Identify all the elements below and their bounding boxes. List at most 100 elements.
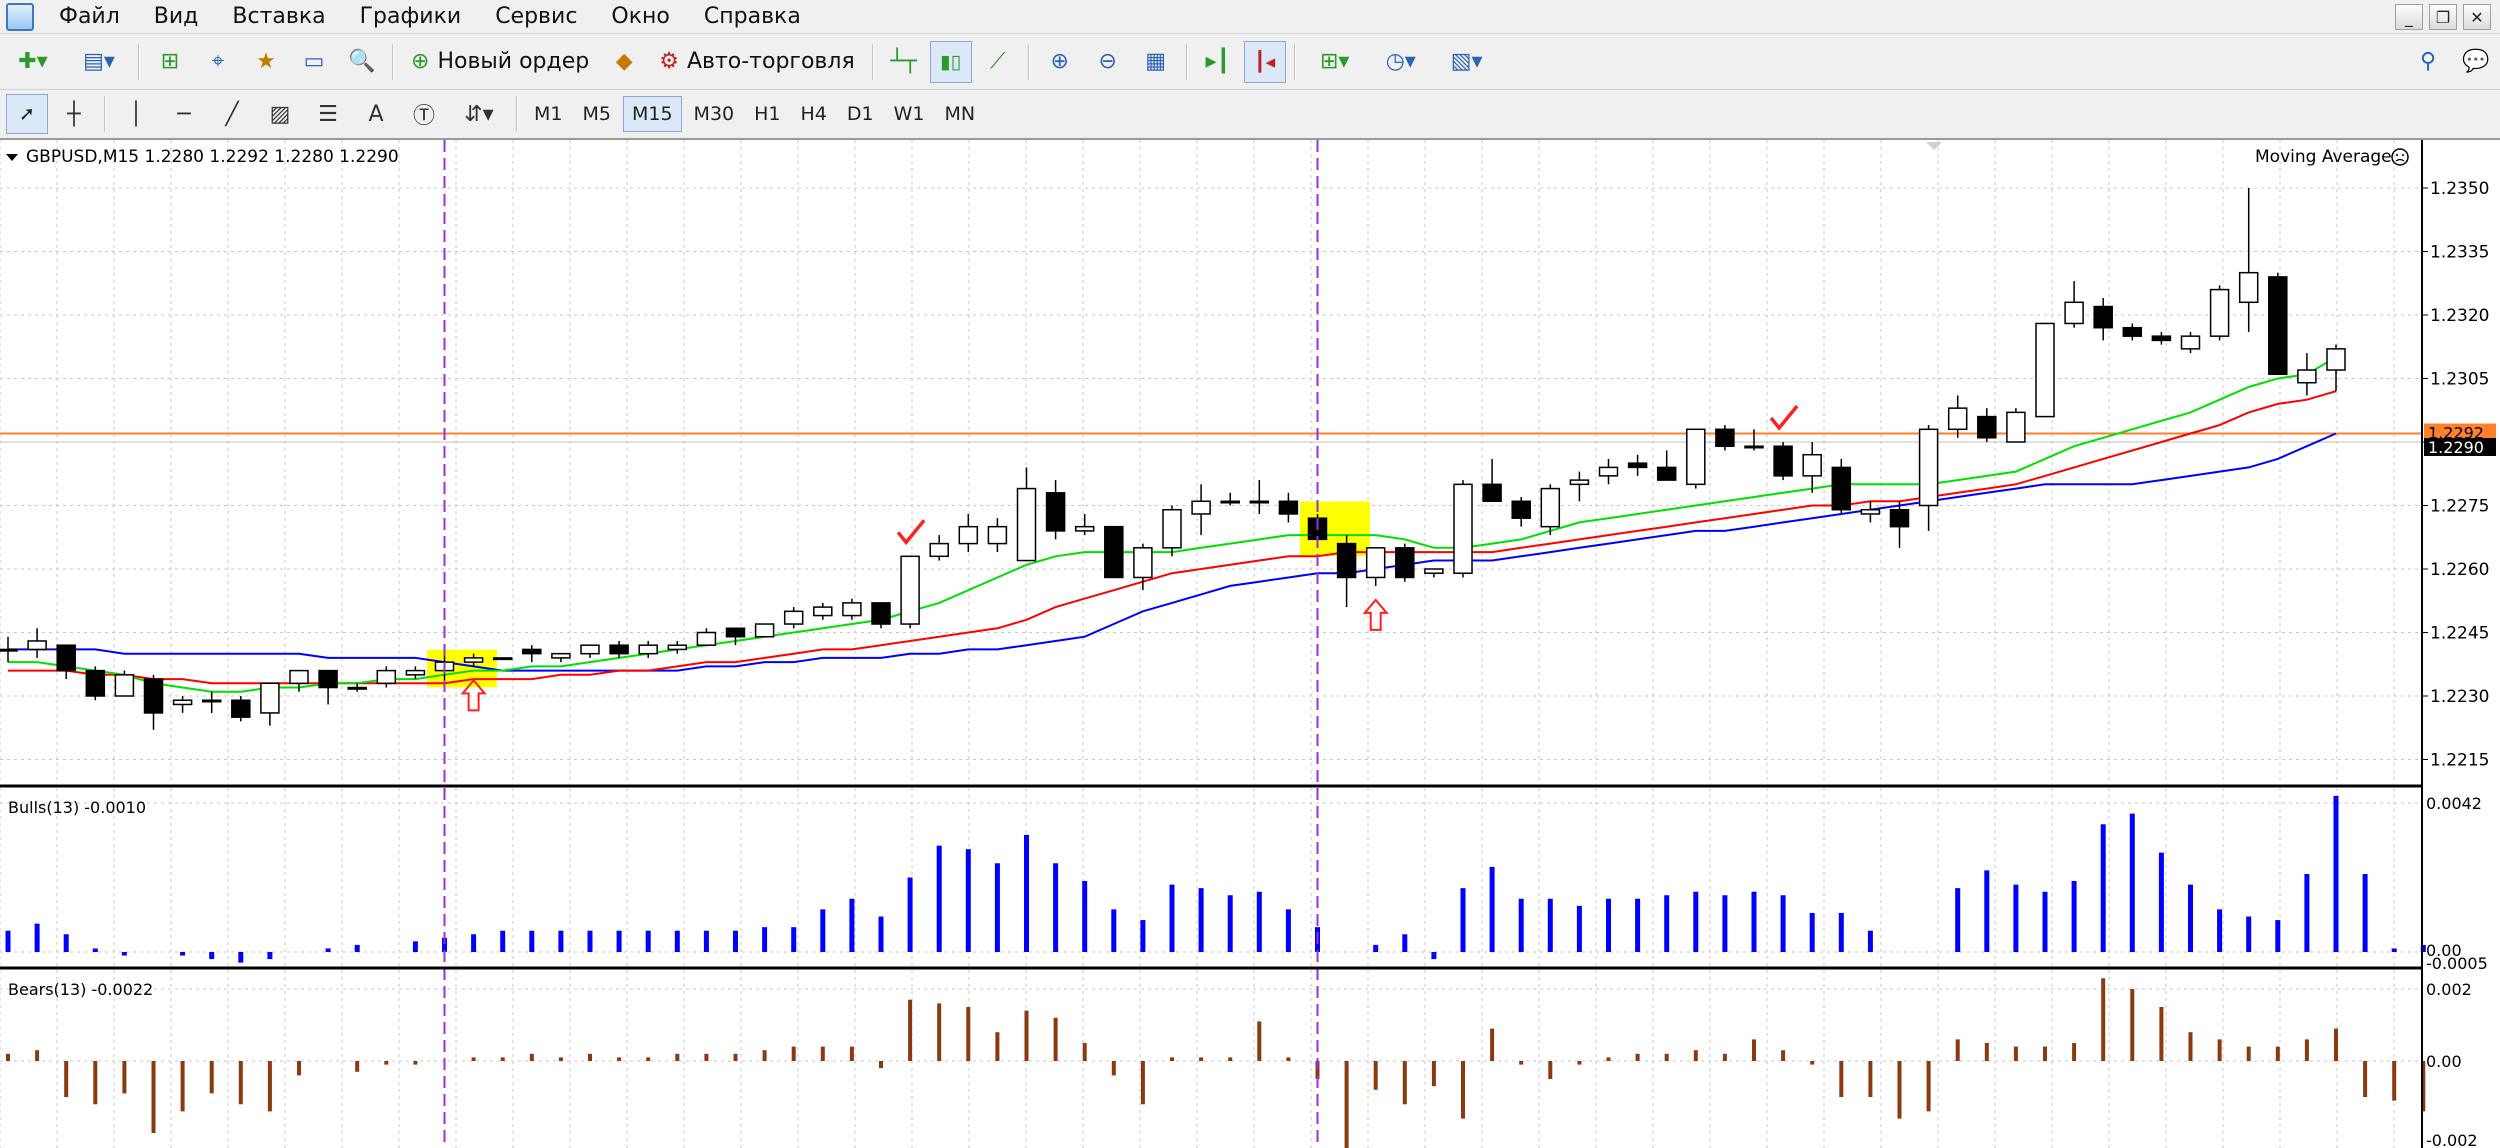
- vertical-marker-lines[interactable]: [443, 140, 1319, 1148]
- new-order-button[interactable]: ⊕ Новый ордер: [403, 41, 597, 83]
- menu-item-charts[interactable]: Графики: [359, 4, 462, 29]
- candle: [318, 669, 338, 705]
- candle: [405, 666, 426, 680]
- timeframe-h4[interactable]: H4: [800, 103, 827, 125]
- search-button[interactable]: ⚲: [2407, 41, 2449, 83]
- timeframe-m30[interactable]: M30: [693, 103, 735, 125]
- chart-shift-marker-icon[interactable]: [1926, 142, 1942, 150]
- indicators-button[interactable]: ⊞▾: [1305, 41, 1365, 83]
- line-chart-button[interactable]: ⟋: [977, 41, 1019, 83]
- market-watch-button[interactable]: ⊞: [149, 41, 191, 83]
- menu-item-tools[interactable]: Сервис: [495, 4, 578, 29]
- timeframe-h1[interactable]: H1: [754, 103, 781, 125]
- navigator-button[interactable]: ★: [245, 41, 287, 83]
- equidistant-channel-button[interactable]: ▨: [259, 93, 301, 135]
- tile-windows-button[interactable]: ▦: [1135, 41, 1177, 83]
- candlestick-chart-button[interactable]: ▮▯: [929, 40, 972, 83]
- timeframe-d1[interactable]: D1: [846, 103, 874, 125]
- candle: [231, 696, 251, 722]
- timeframe-m1[interactable]: M1: [534, 103, 563, 125]
- bullish-candle-body: [2035, 322, 2055, 418]
- timeframe-mn[interactable]: MN: [944, 103, 976, 125]
- timeframe-m5[interactable]: M5: [582, 103, 611, 125]
- auto-trading-button[interactable]: ⚙ Авто-торговля: [651, 41, 862, 83]
- menu-item-file[interactable]: Файл: [59, 4, 120, 29]
- bearish-candle-body: [609, 644, 629, 655]
- bullish-candle-body: [1074, 525, 1095, 532]
- current-price-label: 1.2290: [2428, 438, 2484, 457]
- bullish-candle-body: [260, 682, 280, 714]
- bullish-candle-body: [492, 657, 513, 661]
- price-tick-label: 1.2320: [2430, 306, 2489, 326]
- window-controls: _ ❐ ✕: [2395, 4, 2491, 30]
- restore-button[interactable]: ❐: [2429, 4, 2457, 30]
- menu-item-window[interactable]: Окно: [611, 4, 670, 29]
- candle: [1104, 525, 1124, 579]
- app-icon[interactable]: [6, 2, 34, 31]
- bullish-candle-body: [1918, 428, 1939, 507]
- candle: [522, 645, 542, 663]
- candle: [1424, 568, 1444, 578]
- bid-price-label: 1.2292: [2428, 424, 2484, 443]
- minimize-button[interactable]: _: [2395, 4, 2423, 30]
- profiles-button[interactable]: ▤▾: [69, 41, 129, 83]
- bullish-candle-body: [958, 525, 979, 545]
- trendline-button[interactable]: ╱: [211, 93, 253, 135]
- fibonacci-button[interactable]: ☰: [307, 93, 349, 135]
- indicator-remove-icon[interactable]: [2391, 148, 2409, 166]
- menu-item-insert[interactable]: Вставка: [232, 4, 326, 29]
- candle: [260, 682, 280, 726]
- bearish-candle-body: [1104, 525, 1124, 579]
- bullish-candle-body: [2326, 348, 2346, 371]
- bulls-label: Bulls(13) -0.0010: [8, 798, 146, 817]
- bulls-tick-label: 0.00: [2426, 941, 2462, 960]
- candle: [1511, 497, 1531, 527]
- crosshair-tool-button[interactable]: ┼: [53, 93, 95, 135]
- text-label-icon: Ⓣ: [412, 104, 435, 129]
- bearish-candle-body: [1278, 500, 1299, 515]
- auto-scroll-button[interactable]: ▸┃: [1197, 41, 1239, 83]
- bears-tick-label: -0.002: [2426, 1131, 2478, 1148]
- terminal-button[interactable]: ▭: [293, 41, 335, 83]
- candle: [2035, 322, 2055, 418]
- bullish-candle-body: [289, 669, 309, 685]
- periods-button[interactable]: ◷▾: [1371, 41, 1431, 83]
- check-mark-icon: [896, 519, 926, 546]
- new-chart-button[interactable]: ✚▾: [3, 41, 63, 83]
- chat-icon: 💬: [2462, 49, 2490, 74]
- candle: [638, 640, 658, 658]
- chart-area[interactable]: 1.2350 1.2335 1.2320 1.2305 1.2290 1.2275 1.22…: [0, 140, 2500, 1148]
- price-tick-label: 1.2230: [2430, 687, 2489, 707]
- toolbar-separator: [871, 43, 874, 80]
- bullish-candle-body: [2209, 288, 2230, 337]
- templates-button[interactable]: ▧▾: [1437, 41, 1497, 83]
- menu-item-help[interactable]: Справка: [703, 4, 801, 29]
- bullish-candle-body: [1540, 487, 1561, 528]
- chart-shift-button[interactable]: ┃◂: [1243, 40, 1286, 83]
- timeframe-m15[interactable]: M15: [622, 96, 682, 132]
- vertical-line-button[interactable]: │: [115, 93, 157, 135]
- candle: [1744, 429, 1764, 451]
- horizontal-line-button[interactable]: ─: [163, 93, 205, 135]
- bar-chart-button[interactable]: ┴┬: [883, 41, 925, 83]
- zoom-in-button[interactable]: ⊕: [1039, 41, 1081, 83]
- bullish-candle-body: [2006, 411, 2026, 443]
- text-label-button[interactable]: Ⓣ: [403, 93, 445, 135]
- text-tool-button[interactable]: A: [355, 93, 397, 135]
- zoom-out-button[interactable]: ⊖: [1087, 41, 1129, 83]
- bearish-candle-body: [1773, 445, 1793, 477]
- text-icon: A: [368, 101, 384, 127]
- cursor-tool-button[interactable]: ➚: [6, 94, 48, 134]
- chat-button[interactable]: 💬: [2455, 41, 2497, 83]
- candle: [1133, 543, 1153, 591]
- arrows-button[interactable]: ⇵▾: [451, 93, 507, 135]
- timeframe-w1[interactable]: W1: [893, 103, 925, 125]
- metaeditor-button[interactable]: ◆: [603, 41, 645, 83]
- bearish-candle-body: [1482, 483, 1502, 503]
- strategy-tester-button[interactable]: 🔍: [341, 41, 383, 83]
- data-window-button[interactable]: ⌖: [197, 41, 239, 83]
- chart-menu-triangle-icon[interactable]: [6, 154, 18, 161]
- crosshair-target-icon: ⌖: [211, 49, 225, 74]
- close-button[interactable]: ✕: [2463, 4, 2491, 30]
- menu-item-view[interactable]: Вид: [153, 4, 199, 29]
